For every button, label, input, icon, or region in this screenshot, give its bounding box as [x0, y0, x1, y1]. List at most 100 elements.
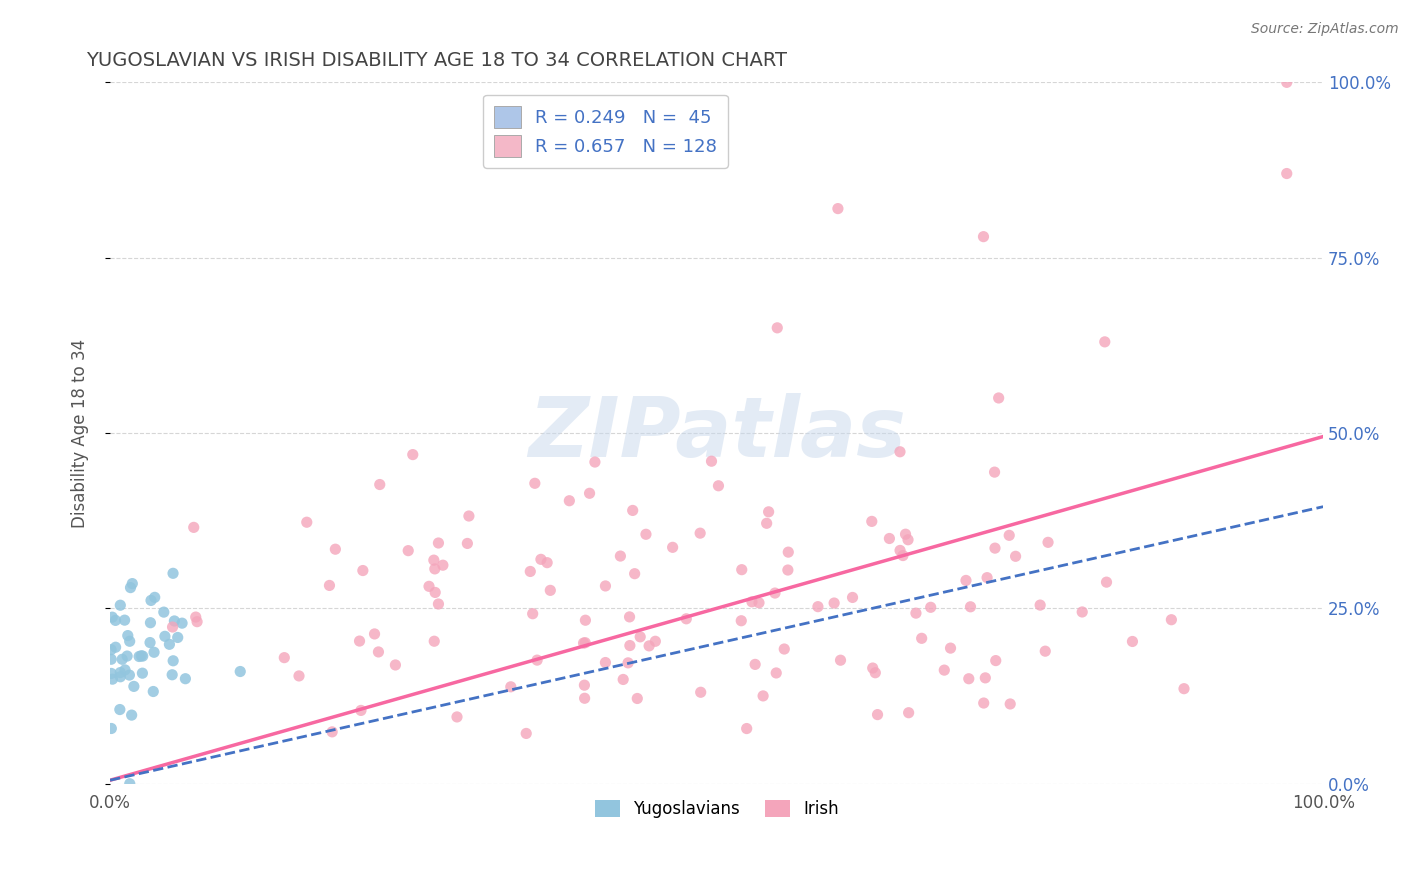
Point — [889, 444, 911, 458]
Point — [139, 615, 162, 630]
Point — [957, 672, 980, 686]
Point — [157, 637, 180, 651]
Point — [100, 642, 122, 657]
Point — [763, 586, 786, 600]
Point — [402, 448, 425, 462]
Point — [108, 702, 131, 716]
Point — [160, 667, 183, 681]
Point — [349, 634, 371, 648]
Text: Source: ZipAtlas.com: Source: ZipAtlas.com — [1251, 22, 1399, 37]
Point — [184, 610, 207, 624]
Point — [530, 552, 553, 566]
Point — [758, 505, 780, 519]
Point — [423, 553, 446, 567]
Point — [1275, 167, 1298, 181]
Point — [166, 631, 188, 645]
Point — [741, 595, 763, 609]
Point — [934, 663, 956, 677]
Point — [122, 679, 145, 693]
Point — [558, 493, 581, 508]
Point — [609, 549, 631, 563]
Point — [396, 543, 419, 558]
Point — [1121, 634, 1143, 648]
Point — [595, 579, 617, 593]
Point — [1094, 334, 1116, 349]
Point — [110, 670, 132, 684]
Point — [325, 542, 347, 557]
Point — [522, 607, 544, 621]
Point — [115, 648, 138, 663]
Point — [523, 476, 546, 491]
Point — [515, 726, 537, 740]
Point — [911, 632, 934, 646]
Point — [879, 532, 901, 546]
Point — [628, 630, 651, 644]
Point — [689, 526, 711, 541]
Point — [114, 613, 136, 627]
Point — [619, 610, 641, 624]
Point — [163, 614, 186, 628]
Point — [574, 691, 596, 706]
Point — [776, 563, 799, 577]
Point — [972, 229, 994, 244]
Point — [894, 527, 917, 541]
Point — [273, 650, 295, 665]
Point — [321, 724, 343, 739]
Text: ZIPatlas: ZIPatlas — [527, 392, 905, 474]
Point — [129, 648, 152, 663]
Point — [153, 605, 176, 619]
Point — [955, 574, 977, 588]
Point — [104, 614, 127, 628]
Point — [626, 691, 648, 706]
Point — [766, 321, 789, 335]
Point — [121, 708, 143, 723]
Point — [959, 599, 981, 614]
Point — [920, 600, 942, 615]
Point — [617, 656, 640, 670]
Point — [1029, 598, 1052, 612]
Point — [352, 564, 374, 578]
Legend: Yugoslavians, Irish: Yugoslavians, Irish — [588, 793, 845, 824]
Point — [139, 593, 162, 607]
Point — [638, 639, 661, 653]
Point — [363, 627, 385, 641]
Point — [619, 639, 641, 653]
Point — [866, 707, 889, 722]
Point — [295, 515, 318, 529]
Point — [1275, 75, 1298, 89]
Point — [823, 596, 845, 610]
Point — [142, 684, 165, 698]
Point — [744, 657, 766, 672]
Point — [526, 653, 548, 667]
Point — [755, 516, 778, 531]
Point — [865, 665, 887, 680]
Point — [111, 652, 134, 666]
Point — [183, 520, 205, 534]
Point — [288, 669, 311, 683]
Point — [860, 515, 883, 529]
Point — [1036, 535, 1059, 549]
Point — [998, 697, 1021, 711]
Point — [432, 558, 454, 573]
Point — [572, 636, 595, 650]
Point — [519, 565, 541, 579]
Point — [139, 635, 162, 649]
Point — [983, 465, 1005, 479]
Point — [841, 591, 863, 605]
Point — [186, 615, 208, 629]
Point — [987, 391, 1010, 405]
Point — [675, 612, 697, 626]
Point — [1033, 644, 1056, 658]
Point — [101, 610, 124, 624]
Point — [132, 649, 155, 664]
Point — [118, 777, 141, 791]
Point — [131, 666, 153, 681]
Point — [446, 710, 468, 724]
Point — [830, 653, 852, 667]
Point — [583, 455, 606, 469]
Point — [984, 541, 1007, 555]
Point — [104, 640, 127, 655]
Point — [689, 685, 711, 699]
Point — [162, 620, 184, 634]
Point — [143, 591, 166, 605]
